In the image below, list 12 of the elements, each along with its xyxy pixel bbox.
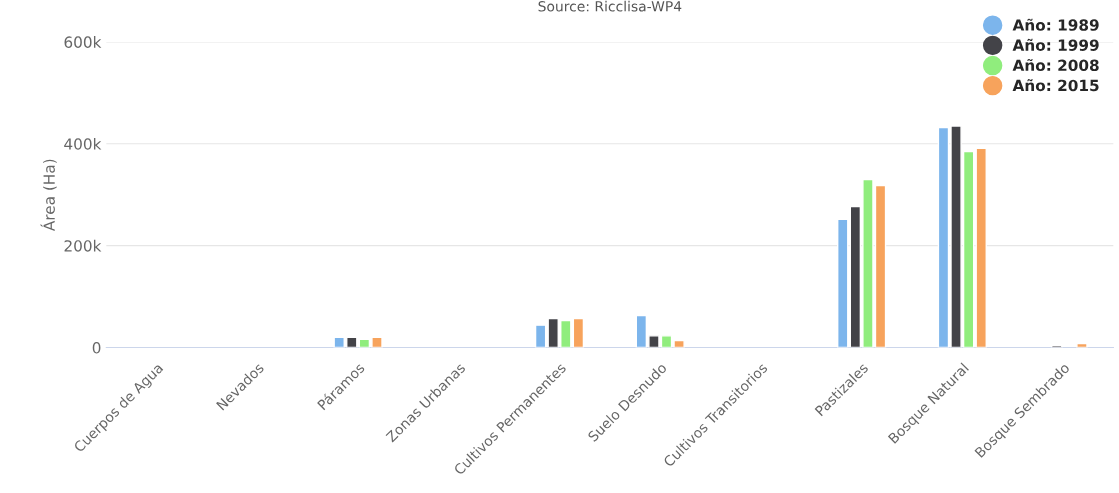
legend-label: Año: 1989 xyxy=(1012,18,1099,31)
legend-label: Año: 2015 xyxy=(1012,79,1099,92)
bar xyxy=(1076,342,1088,348)
bar xyxy=(837,218,849,348)
chart-title: Source: Ricclisa-WP4 xyxy=(538,0,682,12)
legend-label: Año: 2008 xyxy=(1012,58,1099,72)
y-tick-label: 600k xyxy=(64,36,102,48)
y-tick-label: 200k xyxy=(64,239,102,252)
y-tick-label: 0 xyxy=(92,342,101,354)
y-axis-title: Área (Ha) xyxy=(40,159,57,232)
y-tick-label: 400k xyxy=(64,137,102,150)
legend-label: Año: 1999 xyxy=(1012,38,1099,51)
